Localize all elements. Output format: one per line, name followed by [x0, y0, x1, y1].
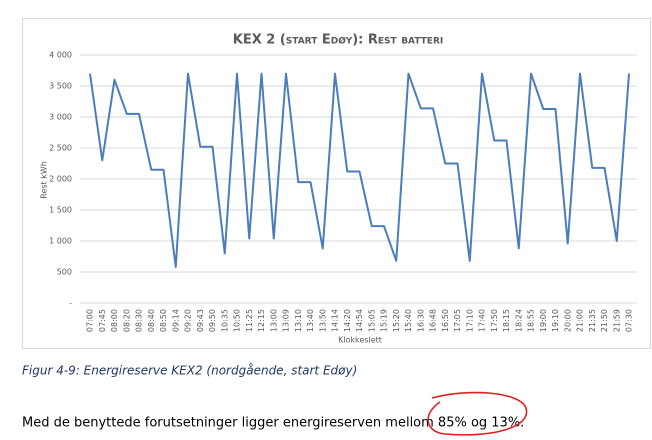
x-tick-label: 13:09	[282, 309, 291, 332]
x-tick-label: 21:00	[576, 309, 585, 332]
x-tick-label: 07:45	[98, 309, 107, 332]
x-tick-label: 19:00	[539, 309, 548, 332]
x-tick-label: 08:40	[147, 309, 156, 332]
y-tick-label: 3 000	[49, 113, 72, 122]
x-tick-label: 13:40	[306, 309, 315, 332]
x-tick-label: 08:30	[135, 309, 144, 332]
x-tick-label: 07:00	[86, 309, 95, 332]
x-tick-label: 21:35	[588, 309, 597, 332]
x-tick-label: 07:30	[625, 309, 634, 332]
x-tick-label: 08:50	[159, 309, 168, 332]
y-tick-label: 4 000	[49, 51, 72, 60]
x-tick-label: 09:14	[171, 309, 180, 332]
x-tick-label: 14:54	[355, 309, 364, 332]
x-tick-label: 16:48	[429, 309, 438, 332]
data-line	[89, 72, 630, 269]
x-tick-label: 17:40	[478, 309, 487, 332]
chart-frame	[22, 18, 651, 349]
x-tick-label: 09:43	[196, 309, 205, 332]
x-tick-label: 08:20	[122, 309, 131, 332]
hand-drawn-circle	[427, 391, 528, 436]
x-tick-label: 15:20	[392, 309, 401, 332]
x-tick-label: 18:55	[527, 309, 536, 332]
y-tick-label: 3 500	[49, 82, 72, 91]
x-tick-label: 13:00	[269, 309, 278, 332]
x-tick-label: 09:20	[184, 309, 193, 332]
x-tick-label: 20:00	[563, 309, 572, 332]
x-tick-label: 19:10	[551, 309, 560, 332]
y-tick-label: 500	[57, 268, 72, 277]
x-axis-label: Klokkeslett	[338, 336, 382, 345]
x-tick-label: 14:20	[343, 309, 352, 332]
x-tick-label: 15:19	[380, 309, 389, 332]
x-tick-label: 15:40	[404, 309, 413, 332]
y-tick-label: 1 000	[49, 237, 72, 246]
x-tick-label: 13:10	[294, 309, 303, 332]
y-tick-label: -	[69, 299, 72, 308]
x-tick-label: 09:50	[208, 309, 217, 332]
x-tick-label: 18:24	[514, 309, 523, 332]
body-text: Med de benyttede forutsetninger ligger e…	[22, 416, 524, 431]
figure-caption: Figur 4-9: Energireserve KEX2 (nordgåend…	[22, 364, 357, 378]
x-tick-label: 17:10	[465, 309, 474, 332]
x-tick-label: 17:05	[453, 309, 462, 332]
x-tick-label: 11:25	[245, 309, 254, 332]
chart-title: KEX 2 (start Edøy): Rest batteri	[233, 33, 443, 48]
x-tick-label: 10:50	[233, 309, 242, 332]
y-tick-label: 2 500	[49, 144, 72, 153]
y-tick-label: 1 500	[49, 206, 72, 215]
x-tick-label: 14:14	[331, 309, 340, 332]
x-tick-label: 18:15	[502, 309, 511, 332]
x-tick-label: 08:00	[110, 309, 119, 332]
x-tick-label: 13:50	[318, 309, 327, 332]
x-tick-label: 10:35	[220, 309, 229, 332]
x-tick-label: 21:50	[600, 309, 609, 332]
x-tick-label: 17:50	[490, 309, 499, 332]
x-tick-label: 12:15	[257, 309, 266, 332]
x-tick-label: 16:30	[416, 309, 425, 332]
x-tick-label: 21:59	[612, 309, 621, 332]
y-axis-label: Rest kWh	[40, 161, 49, 199]
x-tick-label: 16:50	[441, 309, 450, 332]
y-tick-label: 2 000	[49, 175, 72, 184]
x-tick-label: 15:05	[367, 309, 376, 332]
